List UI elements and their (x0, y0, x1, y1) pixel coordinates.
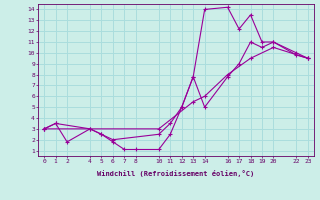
X-axis label: Windchill (Refroidissement éolien,°C): Windchill (Refroidissement éolien,°C) (97, 170, 255, 177)
